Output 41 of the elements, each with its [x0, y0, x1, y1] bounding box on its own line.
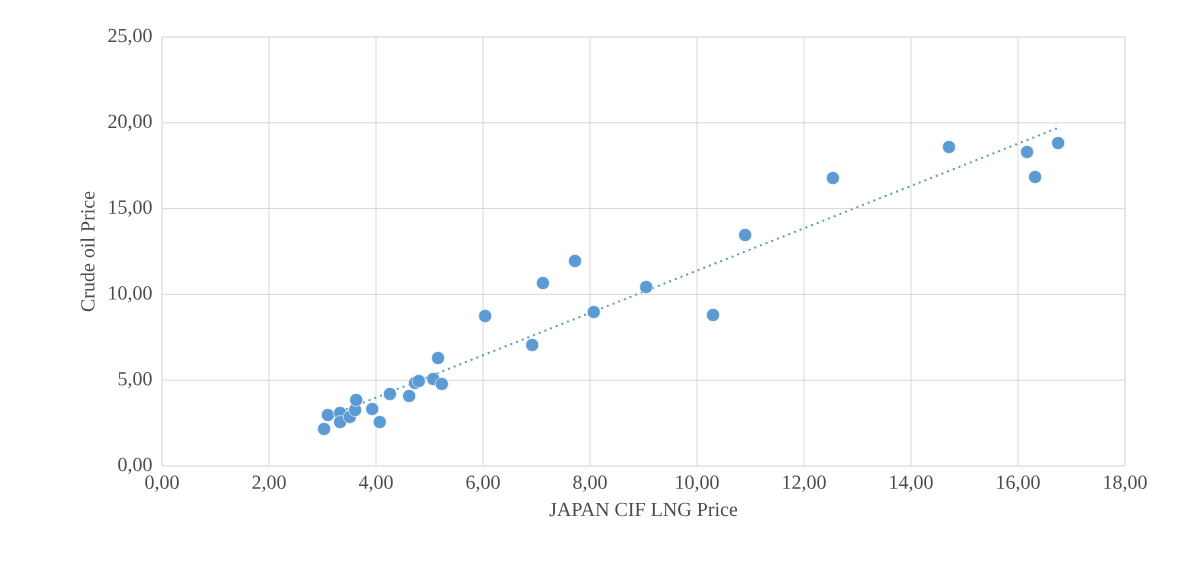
point — [1051, 136, 1065, 150]
y-tick-label: 20,00 — [108, 114, 152, 131]
point — [586, 305, 601, 319]
point — [383, 387, 397, 401]
x-tick-label: 10,00 — [676, 475, 719, 492]
y-tick-label: 10,00 — [109, 286, 152, 303]
point — [349, 393, 364, 407]
y-tick-label: 15,00 — [109, 200, 152, 217]
x-tick-label: 8,00 — [573, 475, 607, 492]
x-tick-label: 18,00 — [1104, 475, 1147, 492]
point — [826, 171, 840, 185]
point — [431, 351, 445, 365]
point — [435, 377, 449, 391]
point — [317, 422, 331, 436]
point — [365, 402, 380, 416]
point — [1028, 170, 1042, 184]
point — [536, 276, 550, 290]
point — [525, 338, 540, 352]
point — [1020, 145, 1034, 159]
point — [706, 308, 720, 322]
x-axis-title: JAPAN CIF LNG Price — [549, 502, 738, 517]
y-tick-label: 25,00 — [108, 28, 152, 46]
x-tick-label: 0,00 — [145, 475, 179, 492]
point — [372, 415, 387, 429]
point — [942, 140, 956, 154]
x-tick-label: 12,00 — [783, 475, 826, 492]
x-tick-label: 14,00 — [890, 475, 933, 492]
point — [639, 280, 653, 294]
x-tick-label: 2,00 — [252, 475, 286, 492]
x-tick-label: 6,00 — [466, 475, 500, 492]
x-tick-label: 16,00 — [997, 475, 1040, 492]
point — [321, 408, 335, 422]
y-tick-label: 0,00 — [118, 457, 152, 475]
point — [402, 389, 416, 403]
x-tick-label: 4,00 — [358, 475, 393, 492]
point — [738, 228, 752, 242]
y-axis-title: Crude oil Price — [80, 191, 95, 312]
y-tick-label: 5,00 — [118, 372, 152, 389]
point — [412, 374, 426, 388]
point — [568, 254, 582, 268]
point — [478, 309, 492, 323]
